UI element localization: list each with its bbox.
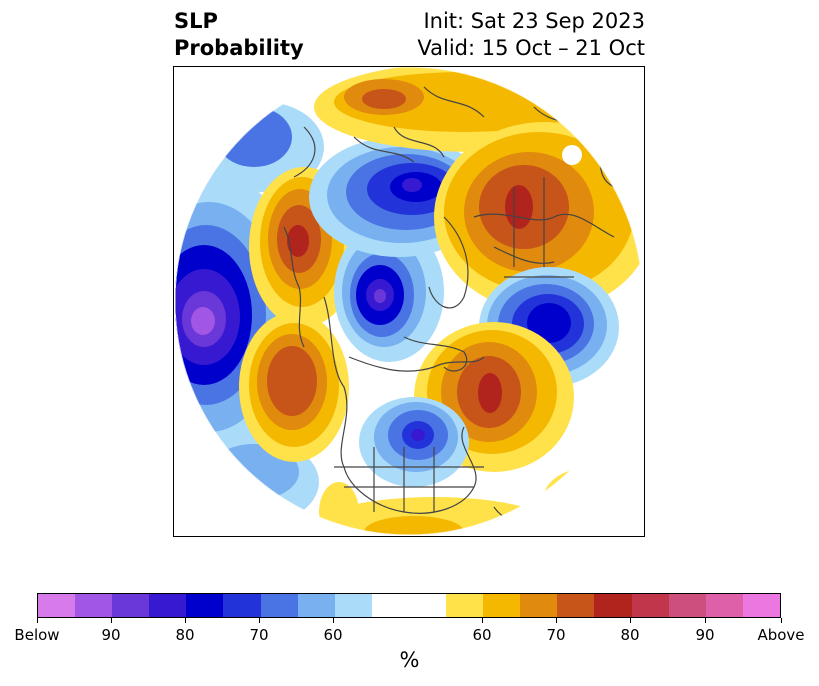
colorbar-tick-mark	[482, 618, 483, 623]
colorbar-tick-label: 80	[620, 626, 640, 644]
colorbar-swatch	[334, 594, 372, 617]
colorbar-tick-mark	[630, 618, 631, 623]
colorbar-swatch	[483, 594, 521, 617]
colorbar-tick-mark	[259, 618, 260, 623]
colorbar-swatch	[38, 594, 76, 617]
arctic-low-anomaly	[334, 222, 444, 362]
map-panel	[173, 66, 645, 537]
colorbar-swatch	[557, 594, 595, 617]
colorbar-swatch	[594, 594, 632, 617]
colorbar-swatch	[223, 594, 261, 617]
colorbar-tick-label: 70	[249, 626, 269, 644]
colorbar-tick-mark	[556, 618, 557, 623]
colorbar-swatch	[149, 594, 187, 617]
colorbar-swatch	[631, 594, 669, 617]
date-info: Init: Sat 23 Sep 2023 Valid: 15 Oct – 21…	[417, 8, 645, 62]
colorbar-swatch	[371, 594, 447, 617]
siberia-white-spot	[562, 145, 582, 165]
colorbar-tick-mark	[111, 618, 112, 623]
colorbar-swatch	[186, 594, 224, 617]
colorbar-tick-label: 60	[472, 626, 492, 644]
colorbar-swatch	[446, 594, 484, 617]
colorbar-tick-label: Above	[757, 626, 805, 644]
colorbar-tick-mark	[333, 618, 334, 623]
colorbar-swatch	[705, 594, 743, 617]
init-date: Init: Sat 23 Sep 2023	[423, 9, 645, 33]
colorbar-tick-label: 90	[695, 626, 715, 644]
colorbar-swatch	[520, 594, 558, 617]
map-title: SLP Probability	[174, 8, 304, 62]
polar-map	[175, 67, 643, 535]
east-pacific-high-anomaly	[249, 167, 359, 327]
colorbar-swatch	[260, 594, 298, 617]
colorbar-tick-label: Below	[14, 626, 60, 644]
colorbar-tick-label: 80	[175, 626, 195, 644]
colorbar-tick-mark	[185, 618, 186, 623]
colorbar-tick-mark	[37, 618, 38, 623]
colorbar-swatch	[668, 594, 706, 617]
colorbar-tick-label: 70	[546, 626, 566, 644]
variable-label: SLP	[174, 9, 218, 33]
colorbar-swatch	[742, 594, 780, 617]
colorbar	[37, 593, 781, 618]
product-label: Probability	[174, 36, 304, 60]
valid-range: Valid: 15 Oct – 21 Oct	[417, 36, 645, 60]
northeast-pacific-high-anomaly	[239, 312, 349, 462]
colorbar-tick-label: 60	[323, 626, 343, 644]
colorbar-unit-label: %	[399, 648, 420, 672]
colorbar-tick-label: 90	[101, 626, 121, 644]
colorbar-swatch	[297, 594, 335, 617]
great-lakes-low-anomaly	[359, 397, 469, 487]
colorbar-tick-mark	[705, 618, 706, 623]
colorbar-swatch	[112, 594, 150, 617]
colorbar-swatch	[75, 594, 113, 617]
colorbar-tick-mark	[781, 618, 782, 623]
